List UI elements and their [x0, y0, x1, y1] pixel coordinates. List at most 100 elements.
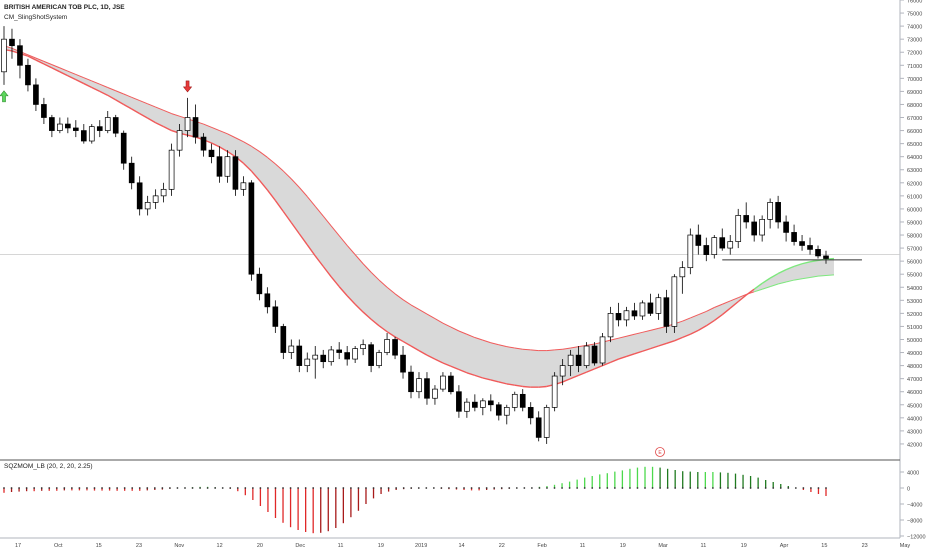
squeeze-dot: [146, 487, 149, 489]
fast-ema-segment: [498, 381, 507, 385]
candle-body: [591, 345, 598, 364]
fast-ema-segment: [83, 82, 93, 89]
fast-ema-segment: [825, 257, 835, 260]
candle-body: [615, 313, 622, 321]
candle-body: [495, 404, 502, 416]
y-tick-label: 54000: [907, 286, 922, 292]
y-tick-label: 73000: [907, 38, 922, 44]
fast-ema-segment: [737, 294, 747, 303]
fast-ema-segment: [753, 282, 763, 290]
slow-ema-segment: [219, 130, 228, 135]
squeeze-dot: [304, 487, 307, 489]
squeeze-dot: [108, 487, 111, 489]
fast-ema-segment: [418, 349, 428, 356]
squeeze-dot: [764, 487, 767, 489]
squeeze-dot: [101, 487, 103, 489]
candle-body: [791, 232, 797, 242]
candle-body: [551, 375, 558, 408]
squeeze-dot: [644, 487, 646, 489]
candle-body: [599, 336, 606, 364]
fast-ema-segment: [650, 345, 659, 350]
squeeze-dot: [342, 487, 345, 489]
slow-ema-segment: [418, 309, 428, 315]
fast-ema-segment: [522, 385, 531, 388]
candle-body: [136, 182, 143, 210]
candle-body: [655, 297, 662, 314]
fast-ema-segment: [514, 384, 523, 388]
candle-body: [472, 401, 478, 408]
y-tick-label: 75000: [907, 12, 922, 18]
fast-ema-segment: [434, 358, 444, 364]
slow-ema-segment: [809, 275, 819, 278]
squeeze-dot: [334, 487, 337, 489]
candle-body: [799, 241, 805, 246]
fast-ema-segment: [634, 350, 643, 355]
y-tick-label: 48000: [907, 364, 922, 370]
candle-body: [25, 64, 31, 86]
squeeze-dot: [561, 487, 563, 489]
fast-ema-segment: [713, 314, 723, 322]
candle-body: [104, 117, 111, 131]
y-tick-label: 46000: [907, 390, 922, 396]
slow-ema-segment: [450, 326, 460, 332]
y-tick-label: 49000: [907, 351, 922, 357]
fast-ema-segment: [250, 170, 260, 181]
slow-ema-segment: [714, 303, 723, 308]
fast-ema-segment: [99, 90, 109, 96]
oscillator-title: SQZMOM_LB (20, 2, 20, 2.25): [4, 463, 93, 470]
y-tick-label: 52000: [907, 312, 922, 318]
fast-ema-segment: [618, 355, 627, 360]
squeeze-dot: [176, 487, 179, 489]
slow-ema-segment: [91, 80, 100, 85]
fast-ema-segment: [697, 325, 707, 331]
candle-body: [456, 391, 462, 412]
squeeze-dot: [10, 487, 13, 489]
candle-body: [639, 302, 646, 317]
candle-body: [823, 255, 829, 259]
squeeze-dot: [613, 487, 616, 489]
slow-ema-segment: [817, 275, 827, 277]
candle-body: [567, 354, 574, 366]
candle-body: [775, 202, 781, 223]
fast-ema-segment: [674, 336, 683, 342]
fast-ema-segment: [466, 372, 476, 377]
y-tick-label: 59000: [907, 220, 922, 226]
squeeze-dot: [825, 487, 827, 489]
candle-body: [1, 38, 7, 73]
candle-body: [735, 215, 742, 242]
fast-ema-segment: [610, 358, 619, 363]
slow-ema-segment: [131, 96, 140, 102]
squeeze-dot: [365, 487, 367, 489]
slow-ema-segment: [43, 60, 53, 66]
slow-ema-segment: [267, 156, 276, 165]
x-tick-label: 11: [701, 543, 707, 549]
squeeze-dot: [802, 487, 805, 489]
candle-body: [711, 237, 718, 255]
slow-ema-segment: [59, 67, 69, 72]
fast-ema-segment: [626, 353, 635, 358]
slow-ema-segment: [123, 93, 132, 98]
slow-ema-segment: [546, 349, 555, 352]
squeeze-dot: [169, 487, 171, 489]
squeeze-dot: [206, 487, 209, 489]
indicator-label: CM_SlingShotSystem: [4, 14, 68, 21]
fast-ema-segment: [322, 265, 332, 278]
candle-body: [360, 344, 366, 349]
slow-ema-segment: [83, 77, 92, 82]
slow-ema-segment: [785, 279, 795, 283]
squeeze-dot: [493, 487, 496, 489]
squeeze-dot: [297, 487, 300, 489]
squeeze-dot: [530, 487, 533, 489]
fast-ema-segment: [266, 189, 276, 201]
candle-body: [280, 326, 287, 353]
fast-ema-segment: [769, 272, 779, 279]
candle-body: [88, 126, 95, 142]
slow-ema-segment: [227, 133, 236, 139]
squeeze-dot: [131, 487, 134, 489]
fast-ema-segment: [51, 67, 61, 73]
x-tick-label: 17: [15, 543, 21, 549]
candle-body: [440, 375, 446, 390]
candle-body: [727, 241, 734, 249]
y-tick-label: 66000: [907, 129, 922, 135]
y-tick-label: 72000: [907, 51, 922, 57]
